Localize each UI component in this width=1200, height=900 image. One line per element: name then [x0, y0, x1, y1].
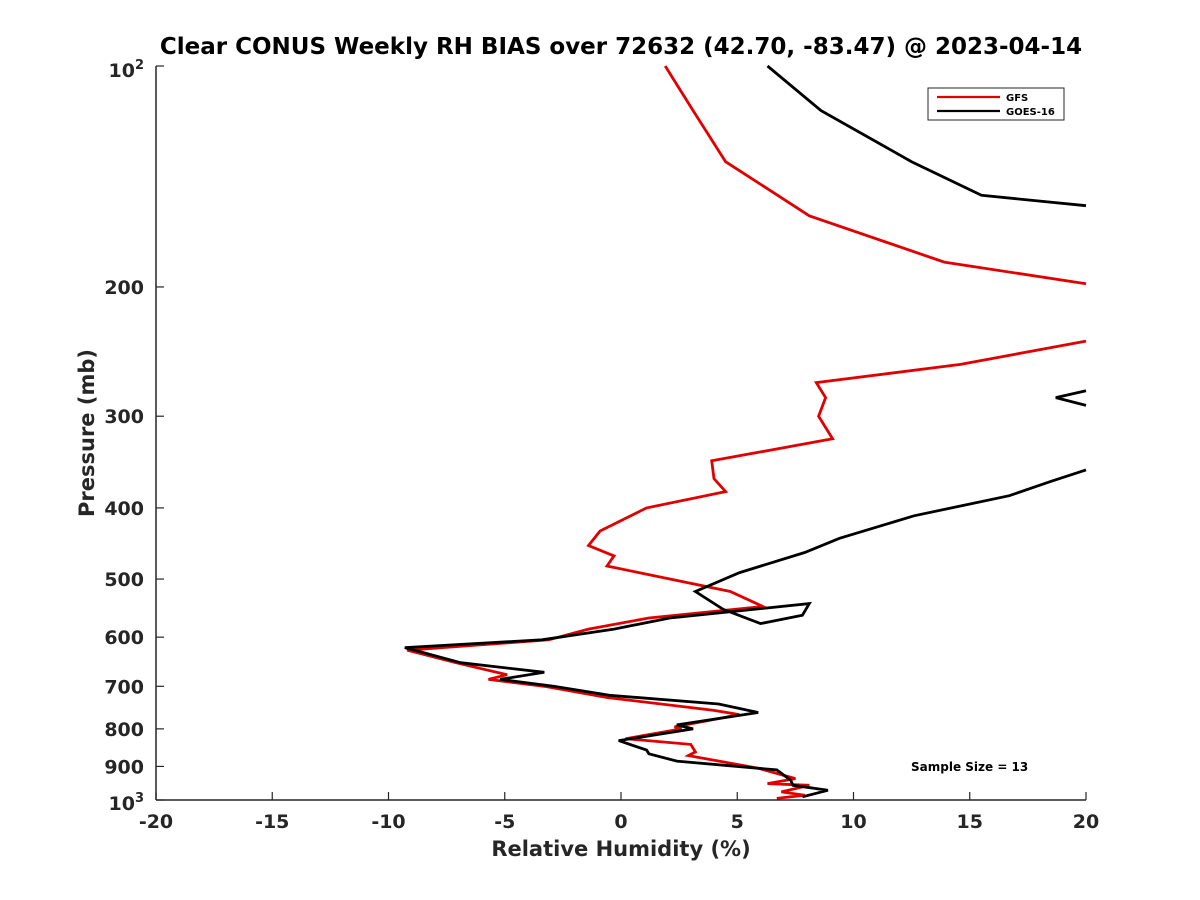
- legend: GFS GOES-16: [927, 87, 1065, 121]
- y-tick-label: 500: [104, 569, 144, 591]
- x-tick-label: -5: [494, 811, 515, 833]
- y-tick-label: 600: [104, 627, 144, 649]
- legend-label-goes16: GOES-16: [1006, 107, 1055, 118]
- x-tick-label: -10: [371, 811, 405, 833]
- x-tick-label: 0: [614, 811, 627, 833]
- y-axis-label: Pressure (mb): [75, 349, 99, 517]
- y-tick-label-top: 102: [109, 58, 145, 82]
- y-tick-label: 700: [104, 676, 144, 698]
- x-tick-label: 15: [957, 811, 983, 833]
- series-line-goes16: [404, 64, 1087, 799]
- legend-box: [927, 87, 1065, 121]
- x-axis-label: Relative Humidity (%): [491, 837, 750, 861]
- x-tick-label: 5: [731, 811, 744, 833]
- y-tick-label: 900: [104, 756, 144, 778]
- series-layer: [404, 64, 1087, 800]
- y-tick-label: 200: [104, 277, 144, 299]
- plot-area: -20 -15 -10 -5 0 5 10 15 20 200 300 400 500 600 700 80…: [104, 64, 1099, 833]
- y-tick-label: 400: [104, 498, 144, 520]
- series-line-gfs: [406, 65, 1087, 800]
- sample-size-annotation: Sample Size = 13: [911, 760, 1028, 774]
- y-tick-label: 300: [104, 406, 144, 428]
- y-ticks: 200 300 400 500 600 700 800 900: [104, 65, 164, 801]
- legend-label-gfs: GFS: [1006, 93, 1028, 104]
- x-tick-label: 20: [1073, 811, 1099, 833]
- chart-title: Clear CONUS Weekly RH BIAS over 72632 (4…: [160, 34, 1082, 60]
- y-tick-label-bottom: 103: [109, 791, 145, 815]
- x-ticks: -20 -15 -10 -5 0 5 10 15 20: [139, 792, 1099, 833]
- axes-background: [156, 66, 1086, 800]
- x-tick-label: -20: [139, 811, 173, 833]
- x-tick-label: -15: [255, 811, 289, 833]
- y-tick-label: 800: [104, 719, 144, 741]
- x-tick-label: 10: [840, 811, 866, 833]
